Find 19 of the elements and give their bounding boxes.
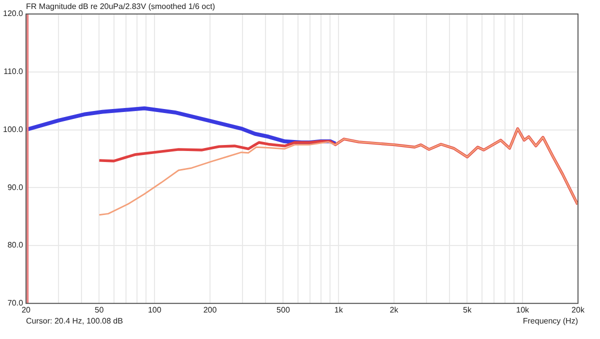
x-tick-label: 2k [390,305,400,314]
y-tick-label: 70.0 [7,298,24,308]
x-tick-label: 200 [203,305,218,314]
x-tick-label: 50 [94,305,104,314]
x-tick-label: 20k [572,305,586,314]
x-axis-title: Frequency (Hz) [522,316,578,326]
x-tick-label: 20 [22,305,32,314]
x-tick-label: 5k [463,305,472,314]
chart-title: FR Magnitude dB re 20uPa/2.83V (smoothed 1/6 oct) [26,2,216,12]
y-tick-label: 90.0 [7,182,24,192]
y-tick-label: 120.0 [2,9,24,18]
text: Cursor: 20.4 Hz, 100.08 dB [26,316,123,326]
y-tick-label: 80.0 [7,240,24,250]
y-tick-label: 110.0 [4,67,24,76]
x-tick-label: 10k [516,305,530,314]
x-tick-label: 500 [276,305,290,314]
x-tick-label: 100 [148,305,162,314]
x-tick-label: 1k [334,305,344,314]
y-tick-label: 100.0 [2,124,24,134]
